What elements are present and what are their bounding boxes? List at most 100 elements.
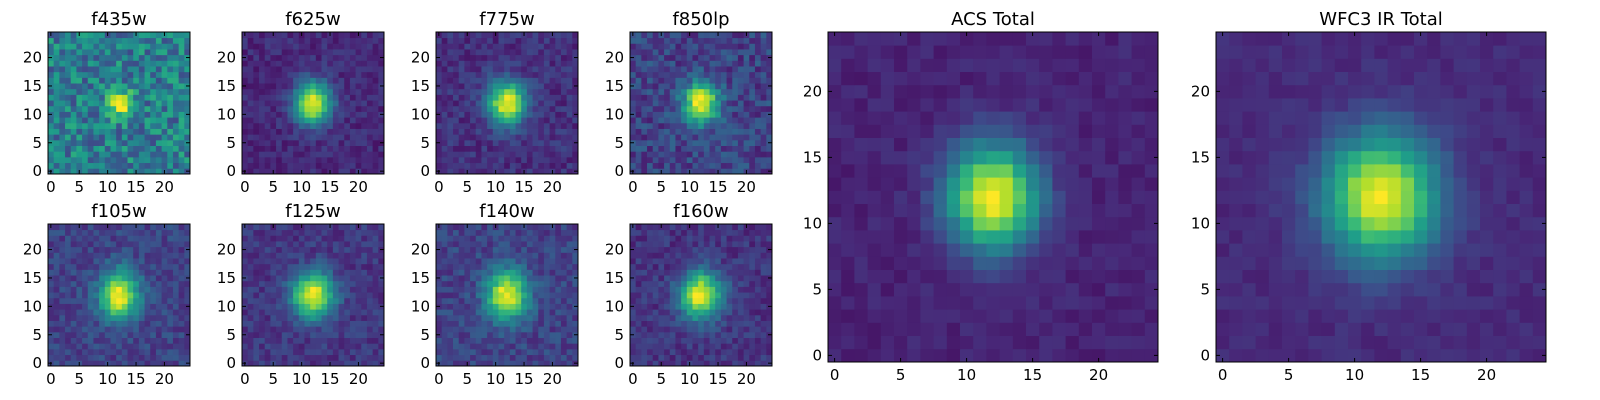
heatmap-cell [82,32,89,39]
heatmap-cell [259,246,266,253]
heatmap-cell [76,303,83,310]
heatmap-cell [167,54,174,61]
heatmap-cell [259,314,266,321]
heatmap-cell [253,128,260,135]
heatmap-cell [327,111,334,118]
heatmap-cell [264,286,271,293]
heatmap-cell [737,162,744,169]
heatmap-cell [133,100,140,107]
y-tick-label: 5 [32,326,42,344]
heatmap-cell [515,122,522,129]
heatmap-cell [178,66,185,73]
heatmap-cell [298,37,305,44]
heatmap-cell [372,258,379,265]
heatmap-cell [104,156,111,164]
heatmap-cell [270,303,277,310]
heatmap-cell [138,94,145,101]
heatmap-cell [549,303,556,310]
heatmap-cell [737,337,744,344]
heatmap-cell [327,343,334,350]
heatmap-cell [264,122,271,129]
heatmap-cell [754,77,762,84]
heatmap-cell [93,66,100,73]
heatmap-cell [310,156,317,164]
heatmap-cell [635,156,642,164]
heatmap-cell [344,354,351,361]
heatmap-cell [560,71,568,78]
heatmap-cell [703,94,710,101]
heatmap-cell [549,348,556,356]
heatmap-cell [447,37,454,44]
heatmap-cell [315,43,322,50]
heatmap-cell [127,145,134,152]
heatmap-cell [281,360,288,367]
heatmap-cell [293,168,300,175]
heatmap-cell [287,224,294,231]
heatmap-cell [53,263,60,270]
heatmap-cell [178,360,185,367]
heatmap-cell [464,94,471,101]
heatmap-cell [532,128,539,135]
heatmap-cell [104,77,111,84]
heatmap-cell [549,280,556,287]
heatmap-cell [270,235,277,242]
heatmap-cell [121,128,128,135]
heatmap-cell [475,156,482,164]
heatmap-cell [749,60,756,67]
heatmap-cell [492,94,499,101]
heatmap-cell [453,229,460,236]
heatmap-cell [144,337,151,344]
heatmap-cell [133,263,140,270]
heatmap-cell [720,66,727,73]
heatmap-cell [441,320,448,327]
heatmap-cell [264,162,271,169]
heatmap-cell [709,83,716,90]
heatmap-cell [361,100,368,107]
heatmap-cell [344,105,351,112]
heatmap-cell [732,337,739,344]
heatmap-cell [93,168,100,175]
heatmap-cell [82,83,89,90]
heatmap-cell [315,246,322,253]
y-tick-label: 0 [420,354,430,372]
heatmap-cell [372,354,379,361]
heatmap-cell [93,275,100,282]
heatmap-cell [366,297,374,304]
heatmap-cell [48,292,55,299]
heatmap-cell [760,122,767,129]
heatmap-cell [338,286,345,293]
heatmap-cell [298,269,305,276]
heatmap-cell [172,145,180,152]
heatmap-cell [521,275,528,282]
heatmap-cells [630,224,773,367]
heatmap-cell [566,252,573,259]
heatmap-cell [658,139,665,146]
heatmap-cell [698,105,705,112]
heatmap-cell [53,32,60,39]
heatmap-cell [172,343,180,350]
heatmap-cell [144,241,151,248]
heatmap-cell [658,326,665,333]
heatmap-cell [453,168,460,175]
heatmap-cell [543,246,550,253]
heatmap-cell [572,280,579,287]
heatmap-cell [116,43,123,50]
heatmap-cell [715,303,722,310]
heatmap-cell [560,105,568,112]
heatmap-cell [709,151,716,158]
heatmap-cell [70,275,77,282]
heatmap-cell [53,280,60,287]
heatmap-cell [453,252,460,259]
heatmap-cell [692,94,699,101]
heatmap-cell [492,77,499,84]
heatmap-cell [293,156,300,164]
heatmap-cell [355,252,362,259]
heatmap-cell [498,122,505,129]
heatmap-cell [242,343,249,350]
heatmap-cell [754,292,762,299]
heatmap-cell [681,156,688,164]
heatmap-cell [481,111,488,118]
heatmap-cell [766,105,773,112]
heatmap-cell [366,49,374,56]
